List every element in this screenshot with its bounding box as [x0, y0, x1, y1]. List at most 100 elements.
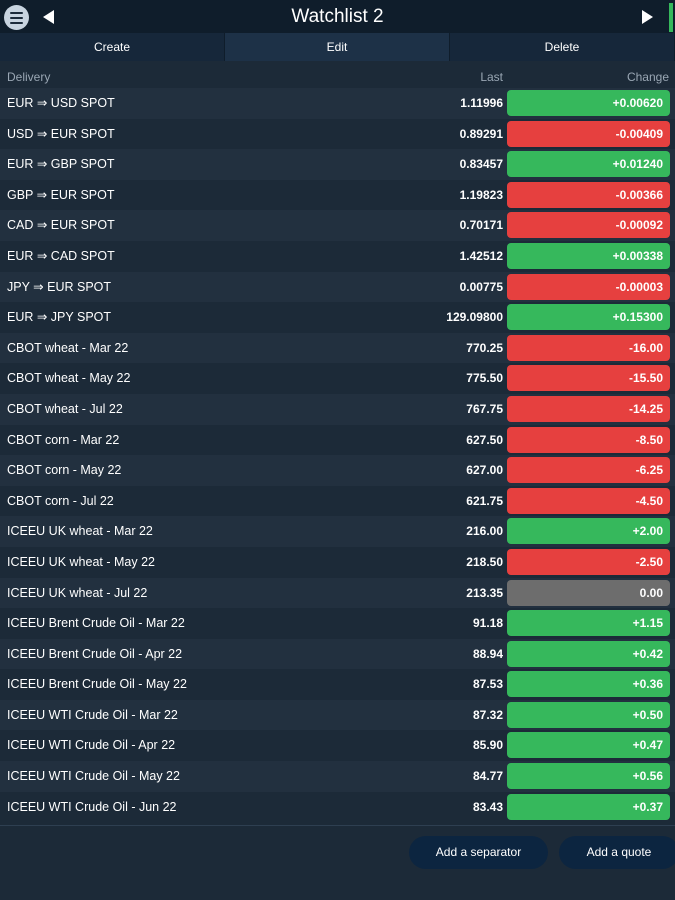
- add-separator-button[interactable]: Add a separator: [409, 836, 548, 869]
- quote-name: JPY ⇒ EUR SPOT: [7, 272, 111, 303]
- menu-line: [10, 17, 23, 19]
- quote-last: 627.00: [466, 455, 503, 486]
- quote-change-badge: +2.00: [507, 518, 670, 544]
- quote-name: CBOT corn - May 22: [7, 455, 121, 486]
- edit-button[interactable]: Edit: [225, 33, 450, 61]
- quote-change-badge: -8.50: [507, 427, 670, 453]
- quote-row[interactable]: ICEEU Brent Crude Oil - Mar 22 91.18 +1.15: [0, 608, 675, 639]
- quote-name: ICEEU Brent Crude Oil - Apr 22: [7, 639, 182, 670]
- quote-last: 1.11996: [460, 88, 503, 119]
- quote-name: ICEEU WTI Crude Oil - Apr 22: [7, 730, 175, 761]
- quote-row[interactable]: CBOT corn - May 22 627.00 -6.25: [0, 455, 675, 486]
- quote-name: ICEEU WTI Crude Oil - Jun 22: [7, 792, 177, 823]
- accent-strip: [669, 3, 673, 32]
- quote-change-badge: +0.42: [507, 641, 670, 667]
- column-header: Delivery Last Change: [0, 68, 675, 88]
- quote-last: 85.90: [473, 730, 503, 761]
- quote-change-badge: -15.50: [507, 365, 670, 391]
- quote-row[interactable]: CBOT corn - Mar 22 627.50 -8.50: [0, 425, 675, 456]
- quote-last: 88.94: [473, 639, 503, 670]
- quote-row[interactable]: ICEEU UK wheat - Jul 22 213.35 0.00: [0, 578, 675, 609]
- quote-name: ICEEU UK wheat - Jul 22: [7, 578, 147, 609]
- hamburger-menu-icon[interactable]: [4, 5, 29, 30]
- action-bar: Create Edit Delete: [0, 33, 675, 61]
- quote-last: 767.75: [466, 394, 503, 425]
- quote-change-badge: +0.36: [507, 671, 670, 697]
- quote-last: 0.83457: [460, 149, 503, 180]
- quote-change-badge: +0.56: [507, 763, 670, 789]
- quote-name: ICEEU UK wheat - May 22: [7, 547, 155, 578]
- quote-row[interactable]: ICEEU Brent Crude Oil - May 22 87.53 +0.36: [0, 669, 675, 700]
- quote-last: 83.43: [473, 792, 503, 823]
- quote-row[interactable]: USD ⇒ EUR SPOT 0.89291 -0.00409: [0, 119, 675, 150]
- quote-row[interactable]: ICEEU Brent Crude Oil - Apr 22 88.94 +0.42: [0, 639, 675, 670]
- top-bar: Watchlist 2: [0, 0, 675, 33]
- quote-row[interactable]: ICEEU WTI Crude Oil - Jun 22 83.43 +0.37: [0, 792, 675, 823]
- quote-change-badge: -0.00409: [507, 121, 670, 147]
- menu-line: [10, 12, 23, 14]
- quote-change-badge: +0.01240: [507, 151, 670, 177]
- quote-last: 87.53: [473, 669, 503, 700]
- quote-last: 84.77: [473, 761, 503, 792]
- quote-row[interactable]: ICEEU WTI Crude Oil - Apr 22 85.90 +0.47: [0, 730, 675, 761]
- quote-change-badge: -14.25: [507, 396, 670, 422]
- quote-row[interactable]: JPY ⇒ EUR SPOT 0.00775 -0.00003: [0, 272, 675, 303]
- quote-row[interactable]: ICEEU WTI Crude Oil - May 22 84.77 +0.56: [0, 761, 675, 792]
- triangle-right-icon[interactable]: [642, 10, 653, 24]
- quote-name: EUR ⇒ GBP SPOT: [7, 149, 115, 180]
- quote-last: 0.00775: [460, 272, 503, 303]
- quote-last: 213.35: [466, 578, 503, 609]
- quote-row[interactable]: ICEEU UK wheat - May 22 218.50 -2.50: [0, 547, 675, 578]
- quote-change-badge: +0.37: [507, 794, 670, 820]
- quote-name: EUR ⇒ USD SPOT: [7, 88, 115, 119]
- quote-name: ICEEU Brent Crude Oil - May 22: [7, 669, 187, 700]
- quote-name: CBOT wheat - May 22: [7, 363, 130, 394]
- delete-button[interactable]: Delete: [450, 33, 675, 61]
- quote-name: CBOT wheat - Mar 22: [7, 333, 128, 364]
- quote-last: 1.19823: [460, 180, 503, 211]
- quote-name: CBOT corn - Mar 22: [7, 425, 119, 456]
- quote-last: 91.18: [473, 608, 503, 639]
- create-button[interactable]: Create: [0, 33, 225, 61]
- quote-name: ICEEU Brent Crude Oil - Mar 22: [7, 608, 185, 639]
- quote-row[interactable]: EUR ⇒ CAD SPOT 1.42512 +0.00338: [0, 241, 675, 272]
- column-delivery: Delivery: [7, 70, 50, 84]
- quote-name: EUR ⇒ JPY SPOT: [7, 302, 111, 333]
- quote-last: 129.09800: [446, 302, 503, 333]
- quote-name: GBP ⇒ EUR SPOT: [7, 180, 115, 211]
- quote-change-badge: +0.15300: [507, 304, 670, 330]
- quote-name: CBOT wheat - Jul 22: [7, 394, 123, 425]
- quote-name: EUR ⇒ CAD SPOT: [7, 241, 115, 272]
- quote-name: CBOT corn - Jul 22: [7, 486, 114, 517]
- quote-change-badge: 0.00: [507, 580, 670, 606]
- quote-last: 1.42512: [460, 241, 503, 272]
- quote-row[interactable]: ICEEU WTI Crude Oil - Mar 22 87.32 +0.50: [0, 700, 675, 731]
- quote-change-badge: -16.00: [507, 335, 670, 361]
- quote-row[interactable]: EUR ⇒ GBP SPOT 0.83457 +0.01240: [0, 149, 675, 180]
- quote-change-badge: -4.50: [507, 488, 670, 514]
- triangle-left-icon[interactable]: [43, 10, 54, 24]
- quote-last: 87.32: [473, 700, 503, 731]
- add-quote-button[interactable]: Add a quote: [559, 836, 675, 869]
- quote-row[interactable]: EUR ⇒ USD SPOT 1.11996 +0.00620: [0, 88, 675, 119]
- quote-row[interactable]: EUR ⇒ JPY SPOT 129.09800 +0.15300: [0, 302, 675, 333]
- quote-row[interactable]: CBOT wheat - Jul 22 767.75 -14.25: [0, 394, 675, 425]
- quote-change-badge: +0.00620: [507, 90, 670, 116]
- page-title: Watchlist 2: [0, 0, 675, 33]
- quote-row[interactable]: CBOT wheat - May 22 775.50 -15.50: [0, 363, 675, 394]
- quote-last: 621.75: [466, 486, 503, 517]
- quote-row[interactable]: CBOT corn - Jul 22 621.75 -4.50: [0, 486, 675, 517]
- quote-row[interactable]: ICEEU UK wheat - Mar 22 216.00 +2.00: [0, 516, 675, 547]
- quote-change-badge: +0.47: [507, 732, 670, 758]
- quote-change-badge: +1.15: [507, 610, 670, 636]
- quote-change-badge: +0.00338: [507, 243, 670, 269]
- quote-name: ICEEU WTI Crude Oil - May 22: [7, 761, 180, 792]
- quote-change-badge: +0.50: [507, 702, 670, 728]
- quote-row[interactable]: CBOT wheat - Mar 22 770.25 -16.00: [0, 333, 675, 364]
- quote-row[interactable]: CAD ⇒ EUR SPOT 0.70171 -0.00092: [0, 210, 675, 241]
- quote-change-badge: -0.00092: [507, 212, 670, 238]
- quote-change-badge: -0.00366: [507, 182, 670, 208]
- quote-name: ICEEU WTI Crude Oil - Mar 22: [7, 700, 178, 731]
- quote-row[interactable]: GBP ⇒ EUR SPOT 1.19823 -0.00366: [0, 180, 675, 211]
- quote-name: ICEEU UK wheat - Mar 22: [7, 516, 153, 547]
